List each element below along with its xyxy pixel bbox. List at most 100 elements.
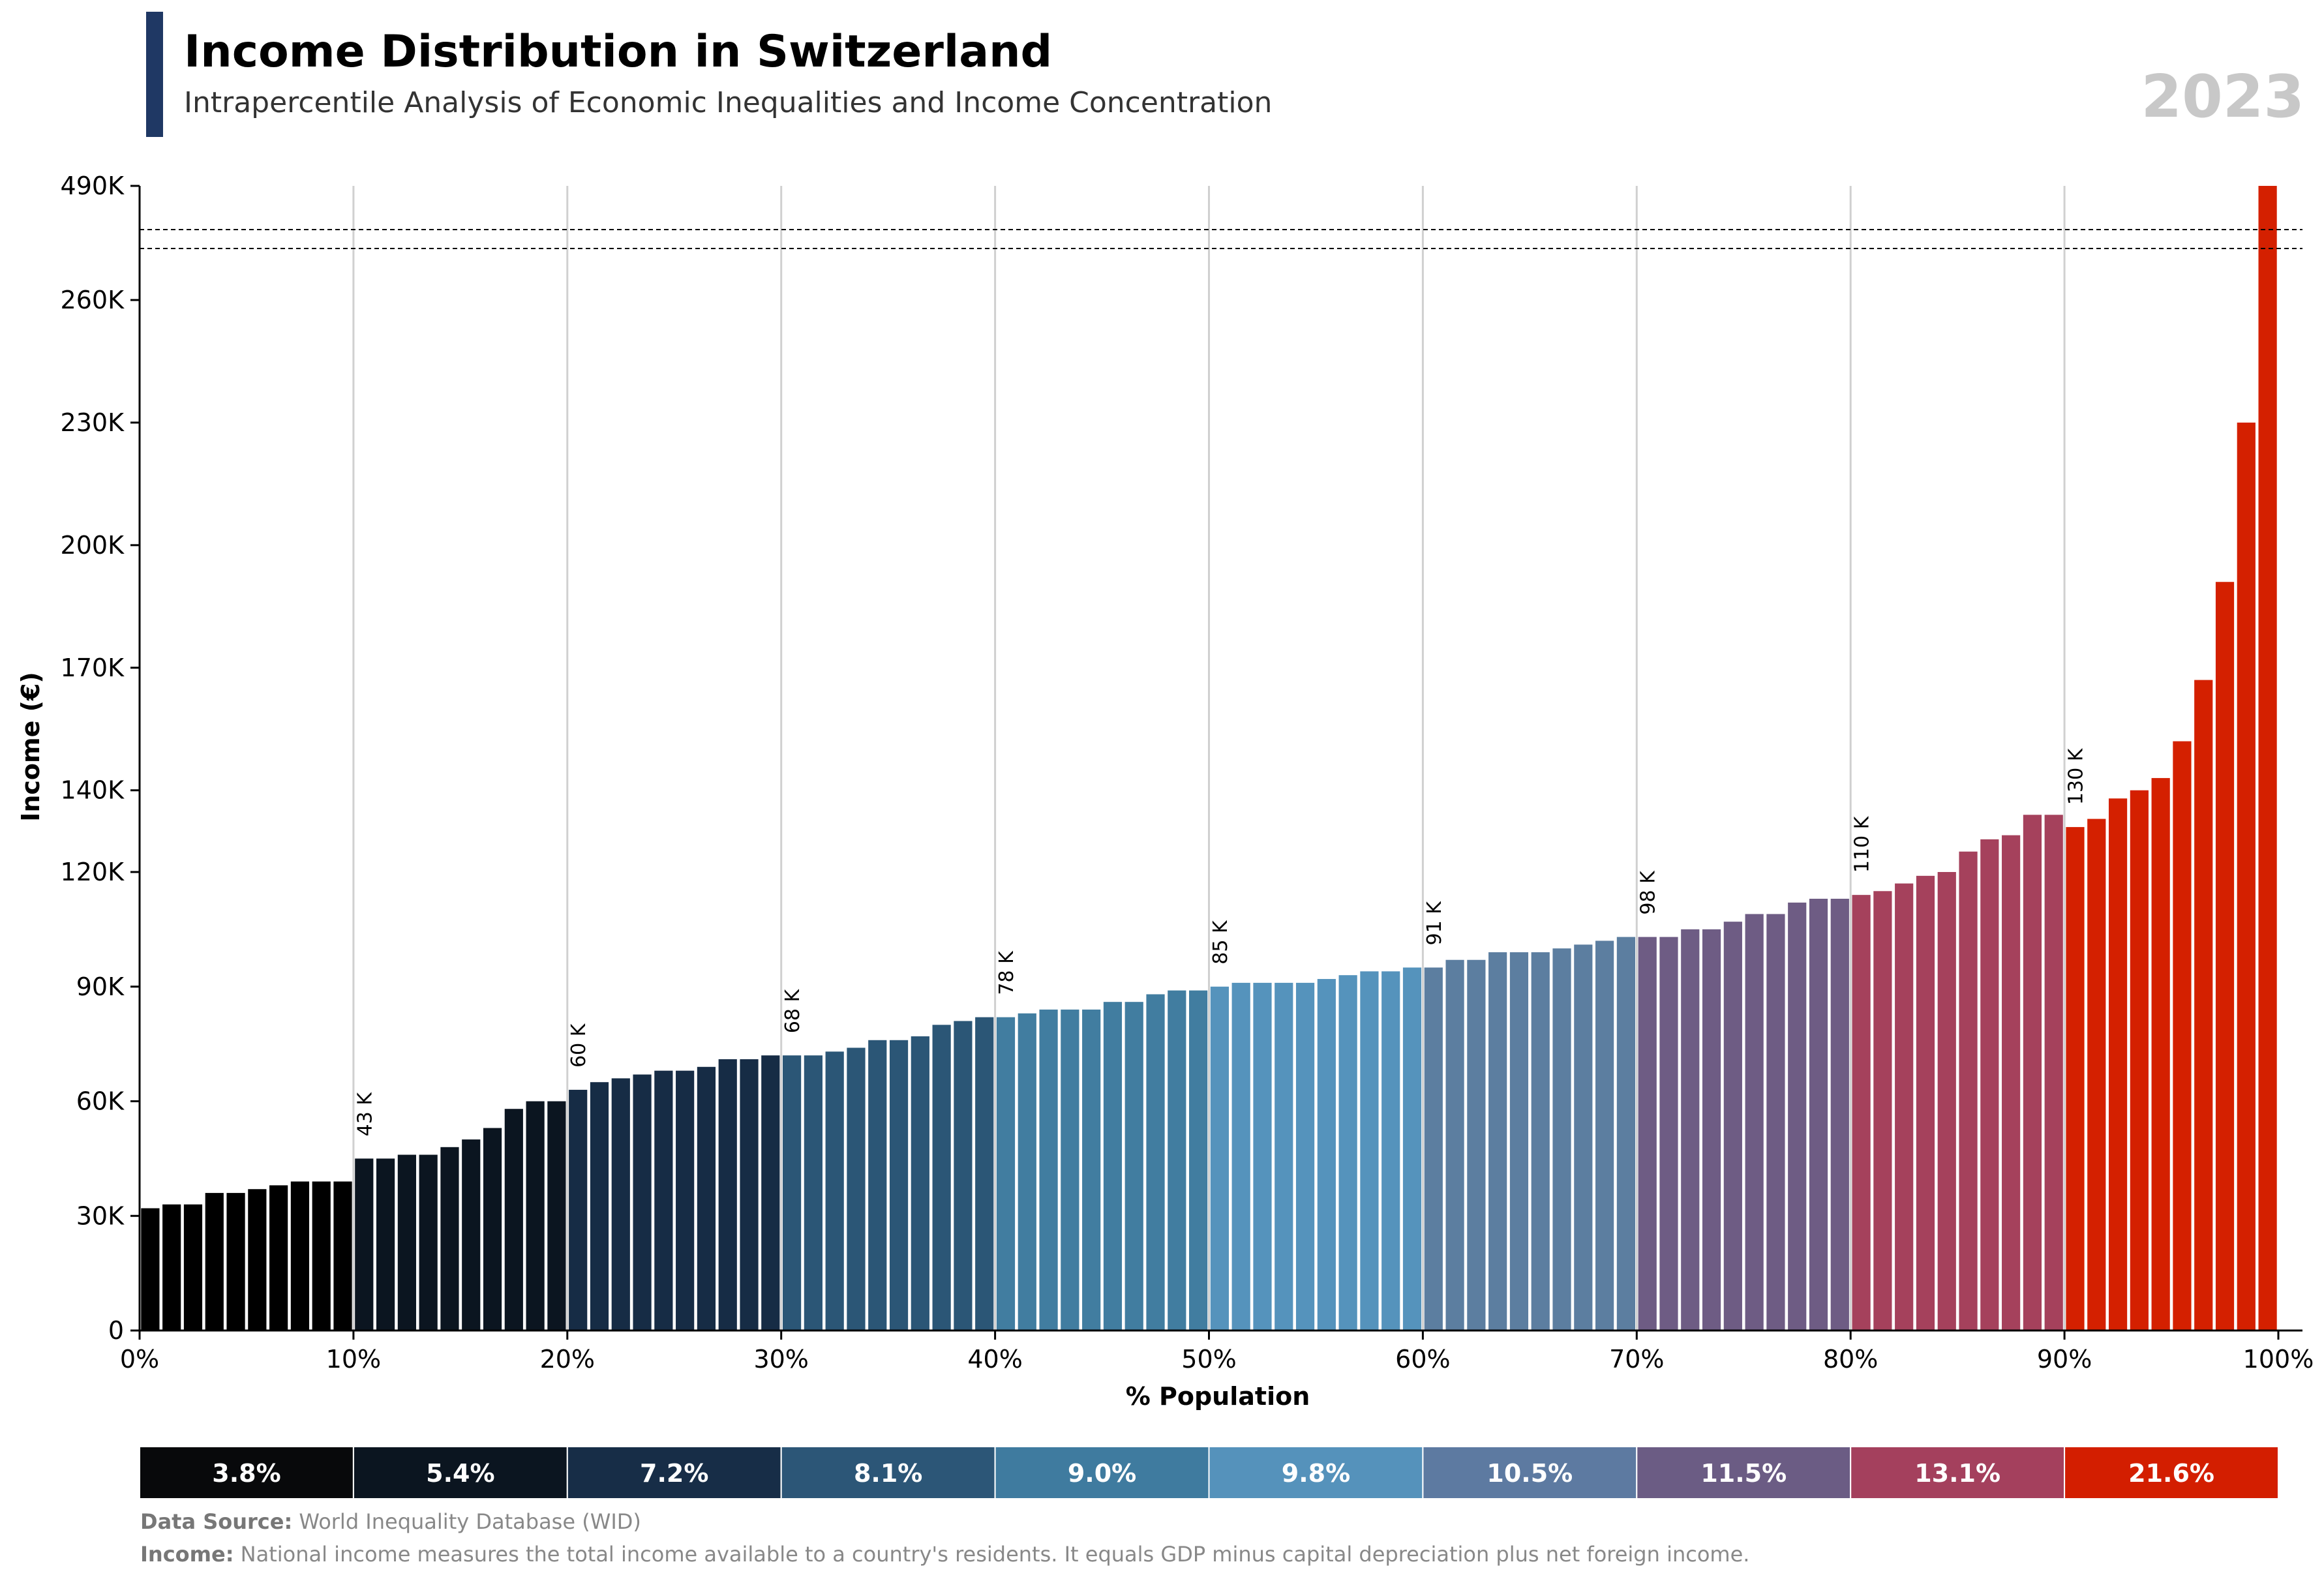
bar-annotation: 110 K	[1851, 815, 1874, 873]
decile-share-segment	[352, 1446, 568, 1499]
bar	[376, 1158, 395, 1331]
footer-notes: Data Source: World Inequality Database (…	[140, 1505, 1749, 1571]
bar	[1895, 883, 1914, 1331]
bar	[2066, 827, 2085, 1331]
bar	[1445, 959, 1464, 1331]
decile-share-strip: 3.8% 5.4% 7.2% 8.1% 9.0% 9.8% 10.5% 11.5% 13.1% 2…	[139, 1446, 2280, 1499]
y-tick-label: 120K	[61, 858, 125, 886]
bar	[2023, 815, 2042, 1331]
bar	[1766, 914, 1785, 1331]
bar	[1723, 922, 1742, 1331]
x-tick-label: 50%	[1181, 1345, 1236, 1374]
title-accent-bar	[146, 12, 163, 137]
bar	[954, 1021, 973, 1331]
bar	[290, 1181, 310, 1331]
bar	[1402, 967, 1422, 1331]
bar	[1852, 895, 1871, 1331]
bar	[1039, 1009, 1058, 1331]
bar	[1082, 1009, 1101, 1331]
grid-lines	[352, 186, 2066, 1331]
bar	[2108, 798, 2128, 1331]
x-axis-title: % Population	[1126, 1382, 1310, 1411]
bar	[547, 1101, 566, 1331]
bar	[1124, 1002, 1143, 1331]
bar	[333, 1181, 352, 1331]
decile-share-segment	[780, 1446, 996, 1499]
bar-annotation: 130 K	[2064, 747, 2087, 805]
bar	[2173, 741, 2192, 1331]
bar	[2002, 835, 2021, 1331]
bar	[1231, 982, 1250, 1331]
footer-income-text: National income measures the total incom…	[240, 1542, 1750, 1567]
bar	[1295, 982, 1315, 1331]
y-tick-label: 260K	[61, 286, 125, 314]
x-tick-label: 30%	[753, 1345, 808, 1374]
bar	[1509, 952, 1529, 1331]
bar	[1488, 952, 1507, 1331]
bar	[1360, 971, 1379, 1331]
x-tick-label: 20%	[540, 1345, 595, 1374]
y-tick-label: 0	[108, 1316, 124, 1345]
bar	[1574, 944, 1593, 1331]
bar	[1317, 979, 1336, 1331]
bar	[569, 1089, 588, 1331]
bar	[825, 1051, 844, 1331]
bar	[1745, 914, 1764, 1331]
bar	[419, 1154, 438, 1331]
bar	[804, 1055, 822, 1331]
bar	[526, 1101, 545, 1331]
bar	[1959, 851, 1978, 1331]
decile-share-label: 13.1%	[1914, 1459, 2000, 1488]
bar-annotations: 43 K 60 K 68 K 78 K 85 K 91 K 98 K 110 K 130 K	[354, 747, 2087, 1136]
bar	[1873, 891, 1892, 1331]
bar	[1103, 1002, 1123, 1331]
bar	[1937, 872, 1956, 1331]
y-axis-title: Income (€)	[16, 672, 45, 822]
decile-share-label: 9.8%	[1282, 1459, 1350, 1488]
bar	[847, 1047, 866, 1331]
axes	[138, 186, 2302, 1332]
bar	[975, 1017, 994, 1331]
decile-share-segment	[1208, 1446, 1424, 1499]
x-tick-label: 80%	[1823, 1345, 1878, 1374]
bar	[2258, 186, 2277, 1331]
bar	[718, 1059, 737, 1331]
decile-share-label: 8.1%	[854, 1459, 922, 1488]
bar	[483, 1128, 502, 1331]
bars	[141, 186, 2277, 1331]
bar	[1788, 902, 1807, 1331]
chart-subtitle: Intrapercentile Analysis of Economic Ine…	[184, 86, 1273, 119]
bar-annotation: 78 K	[995, 950, 1018, 995]
bar	[1616, 937, 1636, 1331]
bar	[2215, 582, 2235, 1331]
bar	[761, 1055, 780, 1331]
bar	[1552, 948, 1571, 1331]
bar	[1595, 940, 1614, 1331]
bar	[782, 1055, 802, 1331]
bar	[1189, 990, 1208, 1331]
bar	[1681, 929, 1700, 1331]
bar	[1531, 952, 1550, 1331]
bar-annotation: 98 K	[1637, 870, 1660, 915]
bar	[697, 1066, 716, 1331]
bar	[633, 1074, 652, 1331]
bar	[440, 1147, 459, 1331]
bar-annotation: 60 K	[567, 1023, 590, 1068]
x-tick-label: 60%	[1395, 1345, 1450, 1374]
bar	[504, 1109, 523, 1331]
bar	[1253, 982, 1272, 1331]
bar	[868, 1040, 887, 1331]
bar-annotation: 68 K	[781, 988, 804, 1033]
bar	[2237, 422, 2256, 1331]
bar	[1916, 875, 1935, 1331]
bar	[1467, 959, 1486, 1331]
decile-share-segment	[2064, 1446, 2280, 1499]
decile-share-label: 5.4%	[426, 1459, 494, 1488]
footer-source-text: World Inequality Database (WID)	[299, 1509, 641, 1534]
footer-source-line: Data Source: World Inequality Database (…	[140, 1505, 1749, 1538]
bar	[654, 1070, 673, 1331]
footer-source-label: Data Source:	[140, 1509, 293, 1534]
decile-share-label: 10.5%	[1486, 1459, 1573, 1488]
decile-share-label: 3.8%	[212, 1459, 280, 1488]
